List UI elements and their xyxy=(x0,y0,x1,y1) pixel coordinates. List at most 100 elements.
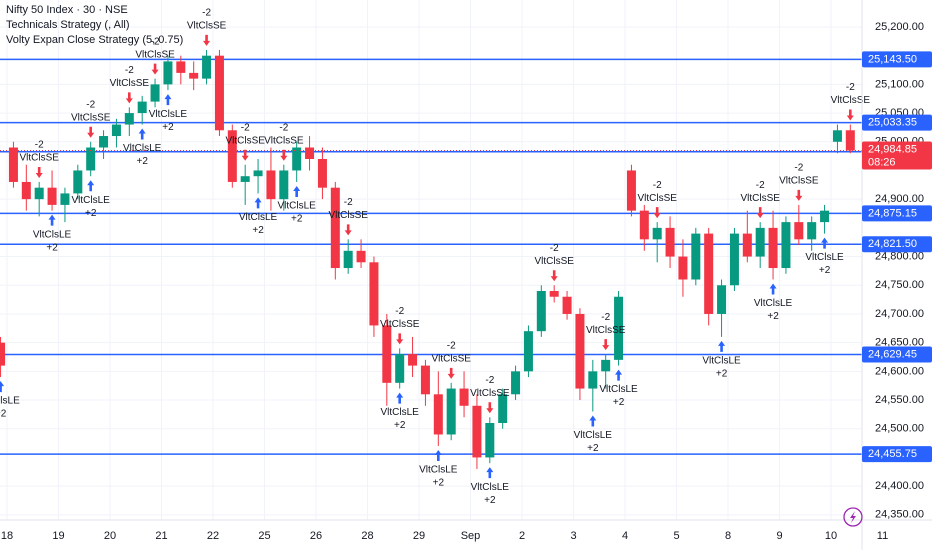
signal-label: VltClsLE xyxy=(72,195,111,206)
long-arrow xyxy=(486,467,494,479)
signal-label: VltClsSE xyxy=(135,49,175,60)
candle-body xyxy=(0,342,6,366)
candle-body xyxy=(446,388,456,435)
candle-body xyxy=(536,290,546,332)
level-tag xyxy=(862,446,932,463)
long-arrow xyxy=(718,340,726,352)
candle-body xyxy=(742,233,752,257)
long-arrow xyxy=(769,283,777,295)
x-tick-label: 11 xyxy=(877,530,888,542)
candle-body xyxy=(73,170,83,194)
level-tag xyxy=(862,205,932,222)
candle-body xyxy=(626,170,636,211)
signal-qty: -2 xyxy=(485,375,494,386)
signal-label: VltClsLE xyxy=(471,482,510,493)
candle-body xyxy=(21,181,31,200)
short-arrow xyxy=(344,224,352,236)
signal-label: VltClsLE xyxy=(805,252,844,263)
signal-label: VltClsLE xyxy=(599,384,638,395)
signal-label: VltClsSE xyxy=(187,21,227,32)
long-arrow xyxy=(48,214,56,226)
short-arrow xyxy=(756,207,764,219)
signal-qty: -2 xyxy=(35,140,44,151)
signal-label: VltClsSE xyxy=(470,388,510,399)
grid xyxy=(0,0,862,520)
candle-body xyxy=(408,354,418,366)
signal-label: VltClsLE xyxy=(239,212,278,223)
signal-label: VltClsLE xyxy=(123,143,162,154)
x-tick-label: 18 xyxy=(1,530,13,542)
icon-bolt xyxy=(850,511,856,523)
candle-body xyxy=(433,394,443,435)
y-tick-label: 24,700.00 xyxy=(875,308,924,320)
signal-qty: +2 xyxy=(162,122,174,133)
signal-qty: -2 xyxy=(447,340,456,351)
candle-body xyxy=(99,136,109,148)
signals: VltClsSE-2VltClsSE-2VltClsSE-2VltClsSE-2… xyxy=(0,8,870,506)
signal-qty: +2 xyxy=(819,265,831,276)
signal-qty: +2 xyxy=(484,495,496,506)
candle-body xyxy=(704,233,714,314)
signal-label: VltClsLE xyxy=(754,298,793,309)
long-arrow xyxy=(0,381,5,393)
candle-body xyxy=(292,147,302,171)
signal-qty: -2 xyxy=(756,180,765,191)
countdown-label: 08:26 xyxy=(868,156,896,168)
x-tick-label: 8 xyxy=(725,530,731,542)
icon-circle xyxy=(843,507,863,527)
candle-body xyxy=(549,290,559,297)
y-tick-label: 24,650.00 xyxy=(875,337,924,349)
signal-qty: -2 xyxy=(279,122,288,133)
level-label: 24,629.45 xyxy=(868,348,917,360)
signal-qty: +2 xyxy=(716,369,728,380)
level-label: 25,143.50 xyxy=(868,53,917,65)
x-tick-label: 26 xyxy=(310,530,322,542)
signal-label: VltClsLE xyxy=(381,407,420,418)
long-arrow xyxy=(293,185,301,197)
candle-body xyxy=(227,130,237,182)
candle-body xyxy=(369,262,379,326)
signal-label: VltClsSE xyxy=(431,353,471,364)
alert-icon[interactable] xyxy=(843,507,863,527)
short-arrow xyxy=(486,402,494,414)
short-arrow xyxy=(151,63,159,75)
signal-qty: -2 xyxy=(125,65,134,76)
candle-body xyxy=(137,101,147,114)
signal-qty: -2 xyxy=(653,180,662,191)
candle-body xyxy=(163,61,173,85)
x-tick-label: 3 xyxy=(570,530,576,542)
long-arrow xyxy=(434,449,442,461)
x-tick-label: 9 xyxy=(776,530,782,542)
candle-body xyxy=(47,187,57,205)
candle-body xyxy=(601,359,611,372)
short-arrow xyxy=(241,149,249,161)
candle-body xyxy=(729,233,739,286)
long-arrow xyxy=(615,369,623,381)
candle-body xyxy=(652,227,662,240)
candle-body xyxy=(691,233,701,280)
candle-body xyxy=(845,130,855,151)
level-label: 25,033.35 xyxy=(868,117,917,129)
signal-qty: -2 xyxy=(202,8,211,19)
legend-symbol: Nifty 50 Index · 30 · NSE xyxy=(6,4,128,16)
y-tick-label: 24,400.00 xyxy=(875,480,924,492)
candle-body xyxy=(111,124,121,137)
signal-qty: +2 xyxy=(767,311,779,322)
long-arrow xyxy=(589,415,597,427)
long-arrow xyxy=(254,197,262,209)
level-tag xyxy=(862,51,932,68)
signal-label: VltClsSE xyxy=(779,176,819,187)
candle-body xyxy=(240,176,250,182)
short-arrow xyxy=(203,34,211,46)
signal-qty: -2 xyxy=(241,122,250,133)
candle-body xyxy=(305,147,315,159)
x-tick-label: 29 xyxy=(413,530,425,542)
signal-qty: -2 xyxy=(395,306,404,317)
signal-label: VltClsSE xyxy=(380,319,420,330)
long-arrow xyxy=(396,392,404,404)
short-arrow xyxy=(35,166,43,178)
candle-body xyxy=(395,354,405,383)
signal-label: VltClsLE xyxy=(574,430,613,441)
signal-qty: +2 xyxy=(136,156,148,167)
